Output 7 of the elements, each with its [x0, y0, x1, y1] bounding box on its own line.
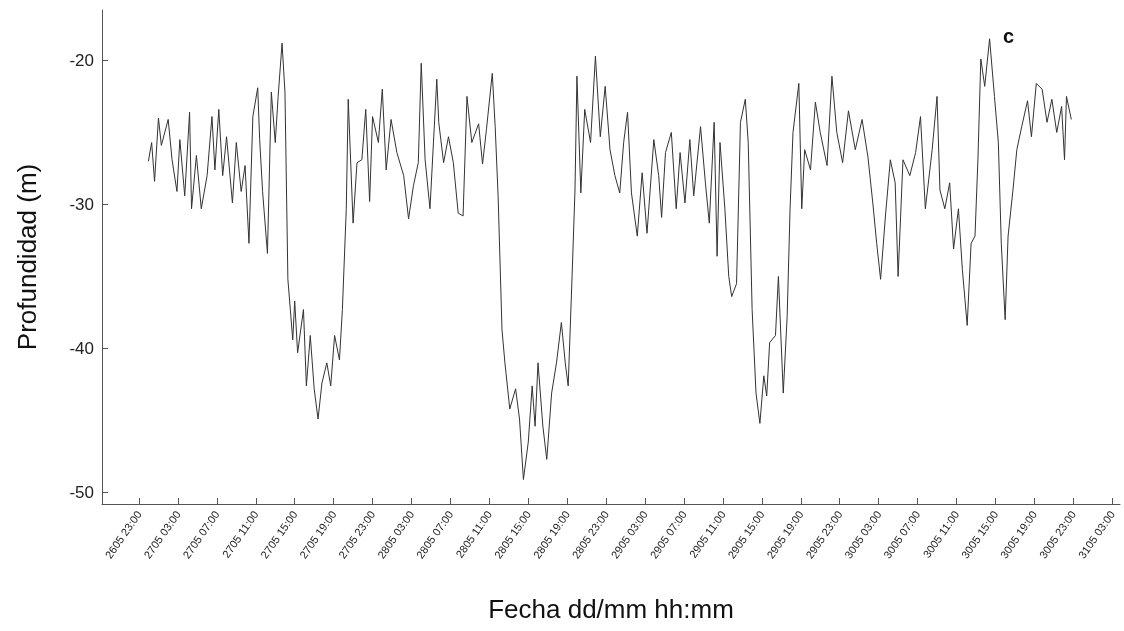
y-axis-title: Profundidad (m): [12, 163, 42, 351]
y-tick-label: -20: [69, 50, 94, 70]
y-tick-label: -50: [69, 482, 94, 502]
annotation: c: [1002, 25, 1014, 47]
y-tick-label: -30: [69, 194, 94, 214]
y-tick-label: -40: [69, 338, 94, 358]
x-axis-title: Fecha dd/mm hh:mm: [488, 594, 734, 624]
